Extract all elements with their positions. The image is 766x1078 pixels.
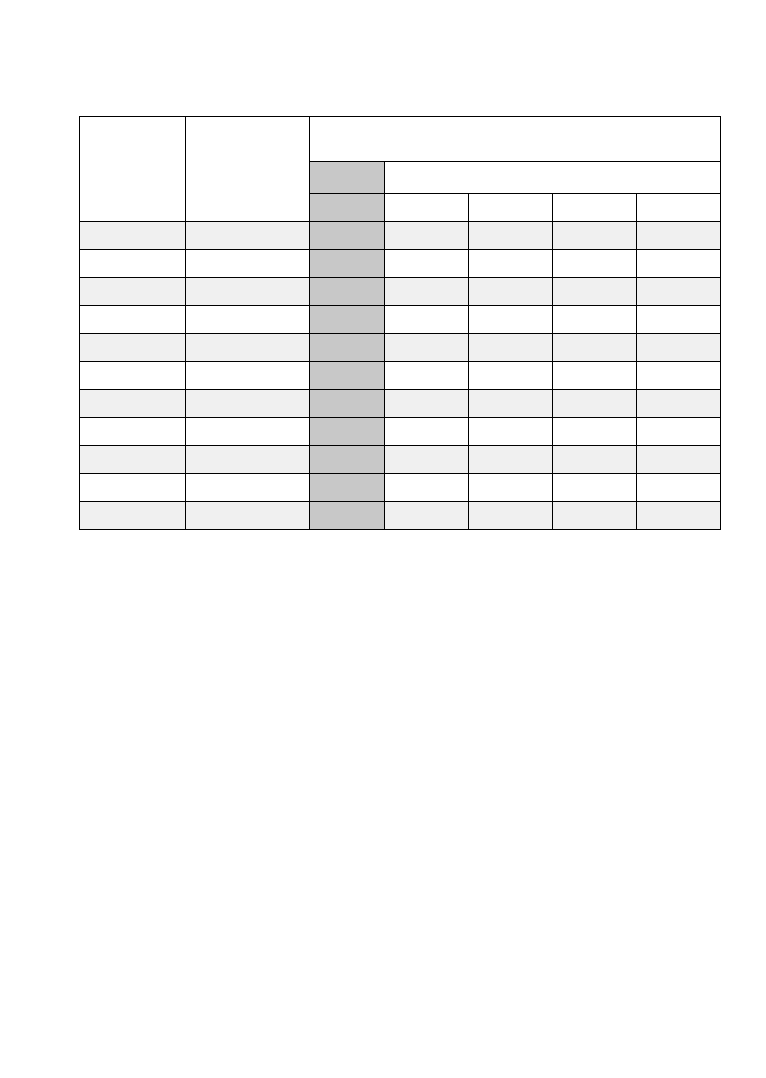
- header-cell: [185, 116, 310, 222]
- table-cell: [384, 221, 469, 250]
- table-row: [79, 501, 721, 530]
- table-cell: [384, 277, 469, 306]
- table-cell: [636, 473, 721, 502]
- header-cell: [468, 193, 553, 222]
- table-cell: [468, 389, 553, 418]
- table-cell: [185, 473, 310, 502]
- table-row: [79, 333, 721, 362]
- table-cell: [384, 501, 469, 530]
- table-cell: [636, 361, 721, 390]
- table-cell: [384, 389, 469, 418]
- table-cell: [79, 501, 186, 530]
- table-cell: [309, 445, 385, 474]
- table-cell: [309, 221, 385, 250]
- header-cell-shaded: [309, 193, 385, 222]
- table-cell: [552, 249, 637, 278]
- header-cell-shaded: [309, 161, 385, 194]
- table-cell: [79, 389, 186, 418]
- table-row: [79, 473, 721, 502]
- table-cell: [552, 501, 637, 530]
- table-cell: [552, 277, 637, 306]
- table-cell: [79, 417, 186, 446]
- table-cell: [552, 389, 637, 418]
- header-group-cell: [309, 116, 721, 162]
- table-cell: [468, 305, 553, 334]
- table-cell: [309, 277, 385, 306]
- table-cell: [468, 445, 553, 474]
- header-cell: [636, 193, 721, 222]
- table-cell: [309, 417, 385, 446]
- table-cell: [552, 473, 637, 502]
- table-cell: [309, 333, 385, 362]
- table-cell: [309, 305, 385, 334]
- table-cell: [552, 445, 637, 474]
- table-row: [79, 445, 721, 474]
- table-cell: [468, 221, 553, 250]
- table-row: [79, 249, 721, 278]
- table-cell: [552, 333, 637, 362]
- table-cell: [552, 305, 637, 334]
- table-row: [79, 305, 721, 334]
- table-cell: [185, 361, 310, 390]
- table-cell: [384, 249, 469, 278]
- table-cell: [309, 249, 385, 278]
- header-subgroup-cell: [384, 161, 721, 194]
- table-cell: [636, 445, 721, 474]
- table-cell: [468, 361, 553, 390]
- table-cell: [79, 333, 186, 362]
- table-cell: [309, 473, 385, 502]
- table-cell: [309, 389, 385, 418]
- table-cell: [636, 221, 721, 250]
- table-cell: [79, 305, 186, 334]
- table-cell: [79, 249, 186, 278]
- header-cell: [384, 193, 469, 222]
- table-cell: [185, 417, 310, 446]
- table-cell: [185, 277, 310, 306]
- table-cell: [185, 221, 310, 250]
- table-cell: [636, 249, 721, 278]
- table-cell: [552, 417, 637, 446]
- table-cell: [636, 417, 721, 446]
- table-cell: [636, 389, 721, 418]
- table-cell: [468, 501, 553, 530]
- table-cell: [185, 501, 310, 530]
- table-row: [79, 417, 721, 446]
- table-cell: [468, 277, 553, 306]
- table-cell: [552, 221, 637, 250]
- table-cell: [185, 249, 310, 278]
- table-cell: [79, 277, 186, 306]
- table-cell: [636, 501, 721, 530]
- table-cell: [468, 333, 553, 362]
- table-cell: [384, 445, 469, 474]
- table-cell: [185, 445, 310, 474]
- table-row: [79, 389, 721, 418]
- table-cell: [384, 417, 469, 446]
- table-cell: [79, 221, 186, 250]
- table-cell: [468, 249, 553, 278]
- table-cell: [552, 361, 637, 390]
- header-cell: [552, 193, 637, 222]
- table-cell: [79, 473, 186, 502]
- table-cell: [636, 305, 721, 334]
- table-cell: [185, 333, 310, 362]
- table-cell: [468, 473, 553, 502]
- table-cell: [636, 277, 721, 306]
- table-cell: [185, 389, 310, 418]
- table-cell: [79, 361, 186, 390]
- table-cell: [79, 445, 186, 474]
- table-row: [79, 221, 721, 250]
- table-row: [79, 277, 721, 306]
- table-cell: [309, 501, 385, 530]
- table-cell: [636, 333, 721, 362]
- table-cell: [309, 361, 385, 390]
- header-cell: [79, 116, 186, 222]
- table-cell: [185, 305, 310, 334]
- table-cell: [468, 417, 553, 446]
- table-cell: [384, 333, 469, 362]
- table-cell: [384, 361, 469, 390]
- table-cell: [384, 473, 469, 502]
- table-row: [79, 361, 721, 390]
- table-cell: [384, 305, 469, 334]
- data-table: [79, 116, 721, 530]
